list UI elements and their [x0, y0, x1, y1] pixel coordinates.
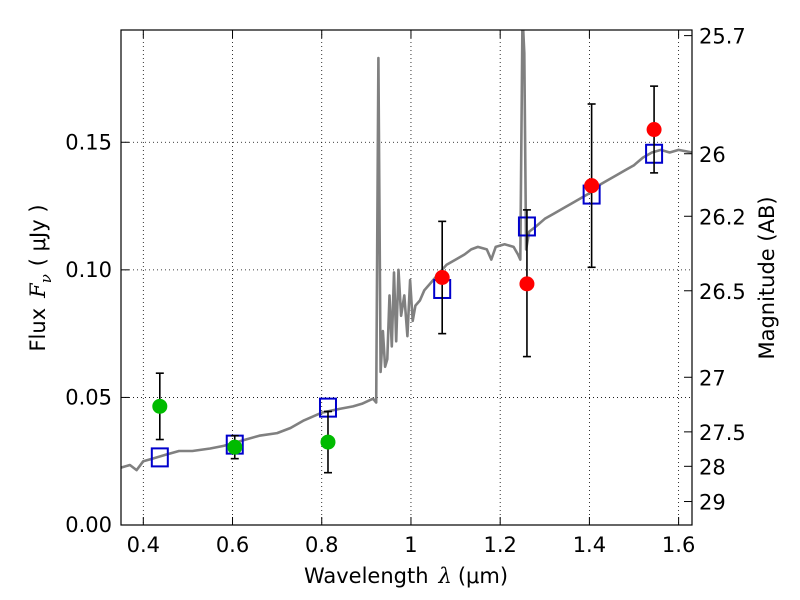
x-tick-label: 1.4 — [573, 533, 606, 557]
model-spectrum-line — [121, 30, 692, 472]
y2-tick-label: 26.2 — [699, 205, 746, 229]
y-tick-label: 0.00 — [65, 513, 112, 537]
x-axis-label: Wavelength λ (μm) — [304, 564, 508, 588]
y-tick-label: 0.15 — [65, 130, 112, 154]
observed-flux-point — [584, 178, 600, 194]
y-tick-label: 0.05 — [65, 385, 112, 409]
y2-tick-label: 26 — [699, 143, 726, 167]
model-photometry-square — [150, 447, 169, 468]
plot-frame — [120, 29, 693, 526]
grid — [121, 30, 692, 525]
x-tick-label: 0.6 — [216, 533, 249, 557]
x-tick-label: 0.8 — [305, 533, 338, 557]
observed-flux-point — [434, 270, 450, 285]
observed-flux-point — [519, 276, 535, 292]
observed-flux-point — [320, 434, 336, 450]
y2-tick-label: 29 — [699, 491, 726, 515]
y2-tick-label: 25.7 — [699, 25, 746, 49]
axis-ticks: 0.4 0.6 0.8 1 1.2 1.4 1.6 0.00 0.05 0.10 0.15 25.7 2… — [65, 25, 746, 557]
plot-area — [121, 30, 692, 474]
y2-axis-label: Magnitude (AB) — [755, 196, 779, 359]
y2-tick-label: 27 — [699, 366, 726, 390]
x-tick-label: 1 — [404, 533, 417, 557]
x-tick-label: 1.6 — [662, 533, 695, 557]
observed-flux-point — [152, 398, 168, 414]
y2-tick-label: 28 — [699, 455, 726, 479]
y2-tick-label: 27.5 — [699, 421, 746, 445]
x-tick-label: 0.4 — [127, 533, 160, 557]
observed-flux-point — [646, 122, 662, 138]
y2-tick-label: 26.5 — [699, 280, 746, 304]
y-tick-label: 0.10 — [65, 258, 112, 282]
observed-flux-point — [227, 439, 243, 455]
x-tick-label: 1.2 — [483, 533, 516, 557]
y-axis-label: FluxFν( μJy ) — [26, 204, 55, 351]
